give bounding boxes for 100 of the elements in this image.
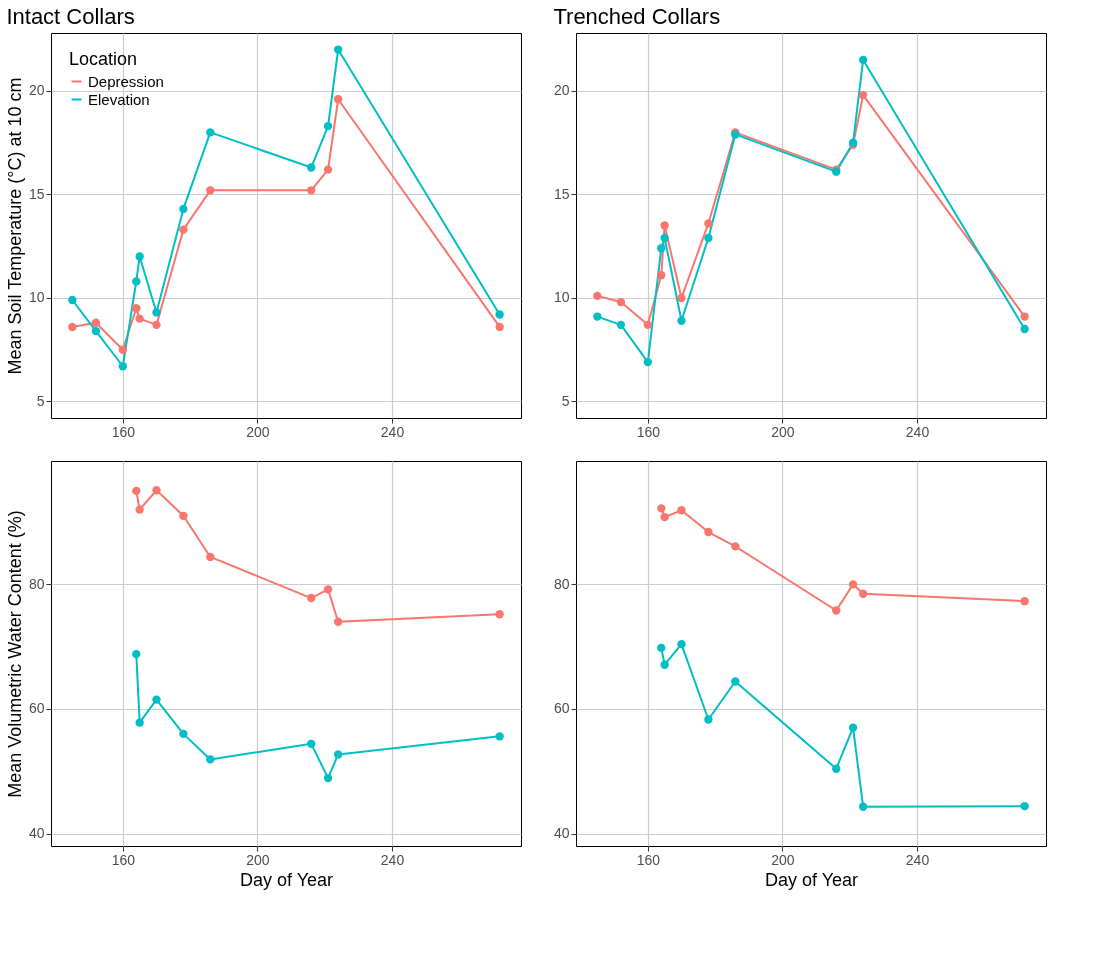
point [323,165,333,174]
x-axis-title: Day of Year [239,869,334,890]
y-tick-label: 60 [553,700,570,717]
point [616,297,626,307]
legend-label: Elevation [88,90,150,108]
point [152,486,161,495]
point [323,121,333,131]
point [593,291,602,301]
y-axis-title: Mean Soil Temperature (°C) at 10 cm [4,77,25,375]
point [832,764,841,773]
y-tick-label: 60 [28,700,45,717]
point [132,649,141,659]
point [657,643,666,653]
chart-title: Intact Collars [6,4,135,29]
point [848,723,858,732]
point [495,610,504,619]
point [206,128,215,137]
point [179,511,188,520]
y-tick-label: 80 [553,575,570,592]
point [206,186,215,195]
point [307,593,316,603]
point [704,527,713,537]
point [704,233,713,243]
point [704,715,713,724]
point [333,45,343,54]
x-axis-title: Day of Year [764,869,859,890]
point [68,295,77,305]
point [179,204,188,214]
y-tick-label: 10 [553,289,570,306]
point [657,271,666,280]
point [1020,597,1029,606]
y-tick-label: 5 [36,392,45,409]
x-tick-label: 200 [771,851,795,868]
point [848,580,858,589]
point [660,233,669,243]
point [91,326,101,336]
point [858,589,868,598]
chart-title: Trenched Collars [553,4,721,29]
point [858,55,868,65]
point [677,293,686,303]
point [307,739,316,749]
point [677,639,686,649]
x-tick-label: 240 [905,851,930,868]
point [495,310,504,319]
point [152,308,161,317]
y-tick-label: 15 [28,185,45,202]
x-tick-label: 160 [111,423,136,440]
point [206,552,215,562]
x-tick-label: 160 [111,851,136,868]
point [91,318,101,327]
x-tick-label: 240 [380,851,405,868]
x-tick-label: 200 [771,423,795,440]
point [660,221,669,230]
y-tick-label: 10 [28,289,45,306]
point [1020,324,1029,334]
x-tick-label: 160 [636,423,661,440]
point [643,320,653,330]
point [152,320,161,330]
point [495,322,504,332]
point [333,95,343,104]
point [858,90,868,100]
point [152,695,161,704]
point [135,252,144,261]
point [135,718,144,727]
point [731,677,740,686]
point [118,362,128,371]
x-tick-label: 240 [380,423,405,440]
y-axis-title: Mean Volumetric Water Content (%) [4,510,25,798]
point [179,225,188,234]
x-tick-label: 240 [905,423,930,440]
y-tick-label: 40 [28,825,45,842]
point [132,486,141,496]
point [206,755,215,764]
point [657,504,666,513]
point [704,219,713,228]
point [307,186,316,195]
y-tick-label: 15 [553,185,570,202]
point [660,660,669,669]
point [1020,312,1029,321]
point [135,314,144,323]
legend-label: Depression [88,72,164,90]
point [677,316,686,325]
point [495,732,504,741]
y-tick-label: 5 [561,392,570,409]
point [660,512,669,522]
point [657,244,666,253]
point [118,345,128,354]
point [858,802,868,811]
point [68,322,77,332]
y-tick-label: 20 [553,82,570,99]
y-tick-label: 40 [553,825,570,842]
x-tick-label: 200 [246,423,270,440]
point [832,606,841,615]
y-tick-label: 20 [28,82,45,99]
point [677,506,686,515]
point [643,357,653,367]
point [731,542,740,551]
x-tick-label: 200 [246,851,270,868]
point [307,163,316,172]
point [135,505,144,514]
